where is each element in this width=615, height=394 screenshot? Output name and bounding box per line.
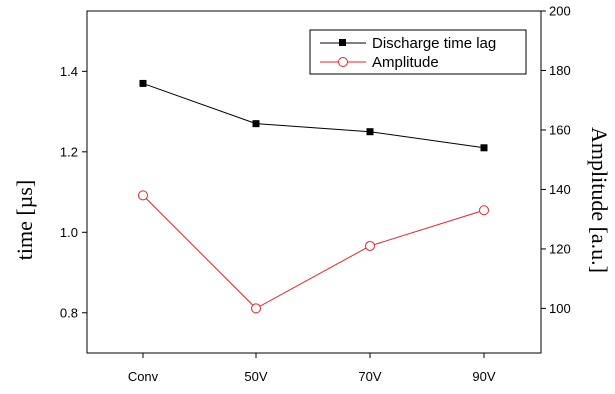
legend-box (309, 29, 527, 75)
data-point-discharge (139, 79, 147, 87)
data-point-discharge (480, 144, 488, 152)
data-point-amplitude (138, 190, 148, 201)
y-left-axis-title: time [µs] (12, 180, 37, 261)
legend-marker-amplitude (338, 57, 348, 67)
y-right-tick-label: 200 (549, 4, 571, 19)
data-point-discharge (366, 128, 374, 136)
y-right-axis-title: Amplitude [a.u.] (587, 127, 612, 273)
data-point-discharge (252, 120, 260, 128)
y-right-tick-label: 160 (549, 122, 571, 137)
y-right-tick-label: 180 (549, 63, 571, 78)
y-left-tick-label: 0.8 (60, 305, 78, 320)
legend-label-amplitude: Amplitude (372, 54, 439, 71)
y-right-tick-label: 140 (549, 182, 571, 197)
y-right-tick-label: 120 (549, 241, 571, 256)
x-tick-label: 90V (472, 369, 495, 384)
x-tick-label: 50V (244, 369, 267, 384)
data-point-amplitude (251, 303, 261, 314)
series-line-discharge (142, 82, 485, 149)
axes-ticks: Conv 50V 70V 90V 0.8 1.0 1.2 1.4 100 120 140 160 180… (60, 4, 571, 385)
legend-label-discharge: Discharge time lag (372, 35, 496, 52)
series-line-amplitude (142, 195, 485, 310)
x-tick-label: Conv (128, 369, 159, 384)
series-layer (138, 79, 489, 314)
y-left-tick-label: 1.4 (60, 64, 78, 79)
legend-marker-discharge (339, 39, 346, 46)
plot-frame (86, 10, 542, 354)
data-point-amplitude (365, 240, 375, 251)
y-left-tick-label: 1.0 (60, 225, 78, 240)
y-left-tick-label: 1.2 (60, 144, 78, 159)
legend: Discharge time lag Amplitude (309, 29, 527, 75)
y-right-tick-label: 100 (549, 301, 571, 316)
x-tick-label: 70V (358, 369, 381, 384)
data-point-amplitude (479, 205, 489, 216)
